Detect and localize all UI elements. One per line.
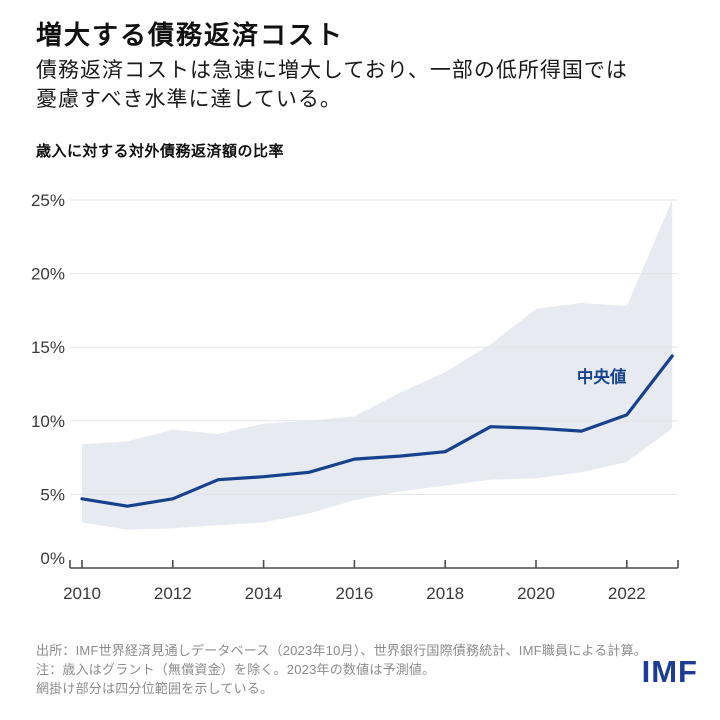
chart-header: 増大する債務返済コスト 債務返済コストは急速に増大しており、一部の低所得国では … xyxy=(36,18,706,114)
x-tick-label: 2020 xyxy=(517,584,555,603)
y-tick-label: 10% xyxy=(31,412,65,431)
shading-note: 網掛け部分は四分位範囲を示している。 xyxy=(36,681,274,696)
footer-notes: 出所：IMF世界経済見通しデータベース（2023年10月）、世界銀行国際債務統計… xyxy=(36,641,712,698)
imf-logo: IMF xyxy=(641,654,698,689)
page-title: 増大する債務返済コスト xyxy=(36,20,345,50)
x-tick-label: 2010 xyxy=(63,584,101,603)
iqr-band xyxy=(82,200,673,530)
y-tick-label: 5% xyxy=(40,485,65,504)
y-tick-label: 0% xyxy=(40,549,65,568)
line-chart: 2010 2012 2014 2016 2018 2020 2022 0% 5% 10% 15% 20… xyxy=(31,191,679,603)
x-tick-label: 2016 xyxy=(335,584,373,603)
y-tick-label: 15% xyxy=(31,338,65,357)
footnote: 注：歳入はグラント（無償資金）を除く。2023年の数値は予測値。 xyxy=(36,662,436,677)
x-tick-label: 2018 xyxy=(426,584,464,603)
x-tick-label: 2012 xyxy=(154,584,192,603)
median-label: 中央値 xyxy=(577,367,627,387)
subtitle-line-2: 憂慮すべき水準に達している。 xyxy=(36,88,342,111)
source-note: 出所：IMF世界経済見通しデータベース（2023年10月）、世界銀行国際債務統計… xyxy=(36,643,648,658)
y-tick-label: 20% xyxy=(31,265,65,284)
subtitle-line-1: 債務返済コストは急速に増大しており、一部の低所得国では xyxy=(36,59,628,82)
y-tick-label: 25% xyxy=(31,191,65,210)
median-line xyxy=(80,354,674,508)
chart-axis-caption: 歳入に対する対外債務返済額の比率 xyxy=(36,143,285,160)
x-tick-label: 2014 xyxy=(245,584,283,603)
x-tick-label: 2022 xyxy=(608,584,646,603)
